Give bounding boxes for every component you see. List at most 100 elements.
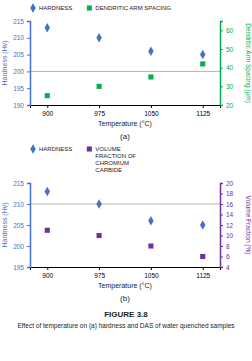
tick-mark [27,246,30,247]
tick: 14 [220,211,234,218]
series [45,61,206,98]
legend-item: HARDNESS [30,3,72,12]
tick-mark [47,105,48,108]
point [45,93,50,98]
plot-area [30,23,220,98]
tick-label: 6 [226,253,230,260]
tick-label: 195 [13,264,24,271]
tick-mark [220,236,223,237]
tick-label: 215 [13,18,24,25]
chart: HARDNESS DENDRITIC ARM SPACING 900 975 1050 1… [1,3,252,141]
tick: 190 [13,102,30,109]
tick: 210 [13,201,30,208]
legend-symbol [30,144,35,153]
legend-label: DENDRITIC ARM SPACING [95,5,171,11]
tick-mark [27,225,30,226]
tick: 975 [94,105,105,117]
legend-item: HARDNESS [30,144,72,153]
series [45,23,206,59]
tick-mark [220,183,223,184]
tick-label: 900 [42,110,53,117]
tick-mark [27,55,30,56]
tick-label: 18 [226,190,234,197]
figure: HARDNESSDENDRITIC ARM SPACING90097510501… [0,0,252,361]
point [200,50,205,59]
tick-mark [27,204,30,205]
tick-mark [203,267,204,270]
chart-title: (a) [120,132,130,141]
tick-label: 200 [13,243,24,250]
tick: 215 [13,180,30,187]
legend: HARDNESS DENDRITIC ARM SPACING [30,3,171,12]
figure-subtitle: Effect of temperature on (a) hardness an… [17,322,235,330]
point [148,46,153,55]
tick-label: 190 [13,102,24,109]
axis-line [221,184,224,268]
tick-label: 14 [226,211,234,218]
tick-label: 10 [226,232,234,239]
tick: 12 [220,222,234,229]
tick: 18 [220,190,234,197]
chart-title: (b) [120,294,130,303]
legend-symbol [30,3,35,12]
tick: 200 [13,68,30,75]
y2-axis: 468101214161820 [220,180,234,271]
tick: 10 [220,232,234,239]
tick: 1125 [196,105,210,117]
tick-mark [220,68,223,69]
legend-label: HARDNESS [39,146,72,152]
tick-label: 1125 [196,272,210,279]
tick-mark [220,105,223,106]
tick-label: 16 [226,201,234,208]
y-axis: 195 200 205 210 215 [13,180,30,271]
point [148,243,153,248]
tick-mark [27,88,30,89]
tick: 50 [220,46,234,53]
tick-label: 205 [13,222,24,229]
tick-mark [220,204,223,205]
tick-mark [27,105,30,106]
tick-mark [220,246,223,247]
tick-mark [151,267,152,270]
reference-line [30,71,220,72]
figure-title: FIGURE 3.8 [104,310,148,319]
legend: HARDNESSVOLUMEFRACTION OFCHROMIUMCARBIDE [30,144,136,173]
tick-mark [220,267,223,268]
tick-label: 1050 [144,110,159,117]
tick: 195 [13,85,30,92]
point [200,254,205,259]
tick-mark [27,38,30,39]
series [45,228,206,259]
tick-mark [99,267,100,270]
tick-mark [220,86,223,87]
axis-line [27,22,31,106]
tick-mark [220,30,223,31]
tick-mark [220,257,223,258]
tick: 975 [94,267,105,279]
tick-mark [27,183,30,184]
tick-mark [151,105,152,108]
tick-label: 900 [42,272,53,279]
point [200,220,205,229]
chart: HARDNESSVOLUMEFRACTION OFCHROMIUMCARBIDE… [1,144,252,303]
plot-area [30,187,220,259]
tick-label: 30 [226,83,234,90]
tick: 8 [220,243,230,250]
tick: 1050 [144,105,159,117]
tick: 20 [220,102,234,109]
tick: 1050 [144,267,159,279]
tick-label: 20 [226,180,234,187]
point [148,74,153,79]
tick-label: 210 [13,34,24,41]
y2-axis-title: Dendritic Arm Spacing (μm) [244,23,252,103]
axis-line [31,106,221,109]
tick-label: 1125 [196,110,210,117]
tick-label: 210 [13,201,24,208]
tick-label: 200 [13,68,24,75]
tick-mark [27,71,30,72]
tick: 6 [220,253,230,260]
tick-label: 50 [226,46,234,53]
tick: 900 [42,105,53,117]
tick: 1125 [196,267,210,279]
tick: 60 [220,27,234,34]
